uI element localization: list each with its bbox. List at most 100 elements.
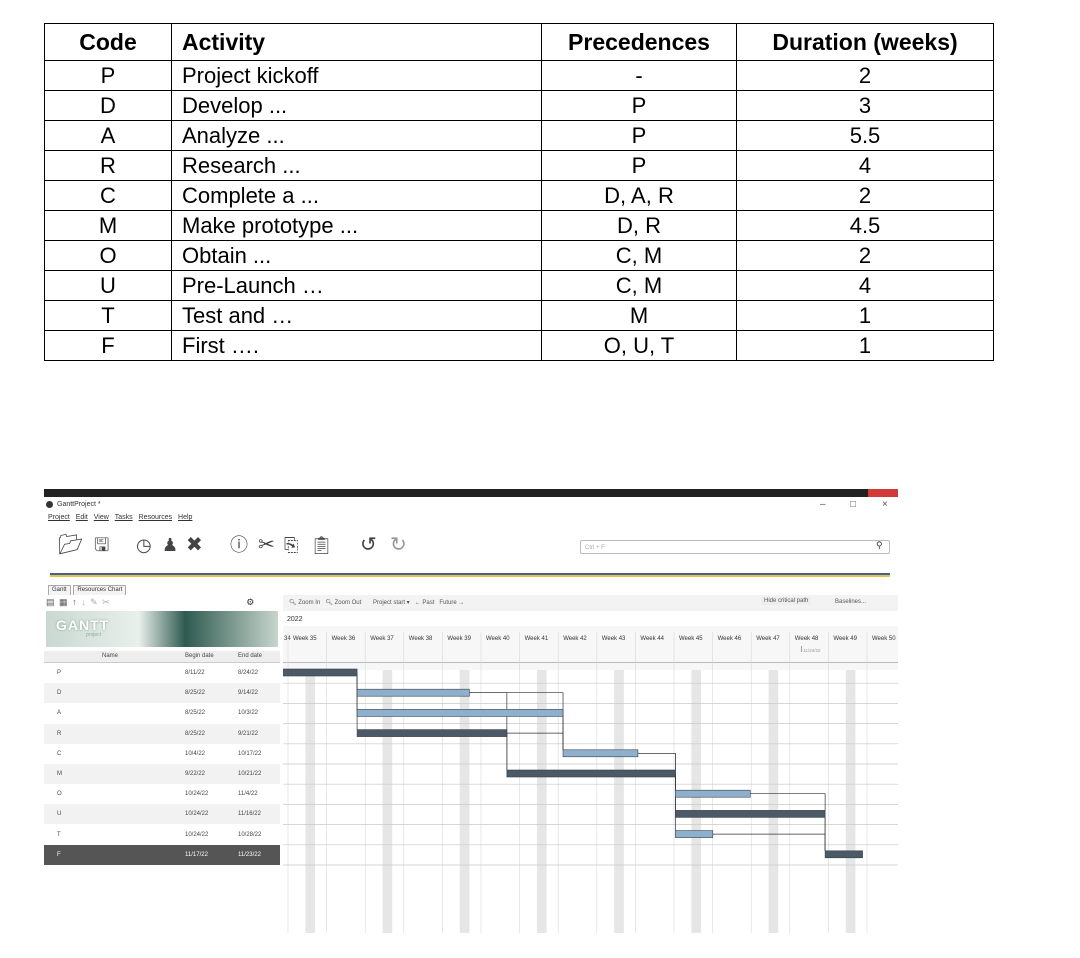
copy-icon[interactable]: ⎘ [284, 535, 299, 555]
cell-code: U [44, 270, 172, 301]
cell-code: R [44, 150, 172, 181]
cell-duration: 4 [736, 150, 994, 181]
zoom-out-icon[interactable]: 🔍︎ [325, 600, 333, 606]
task-name: R [57, 730, 62, 737]
task-row[interactable]: U 10/24/22 11/16/22 [44, 804, 280, 825]
outdent-icon[interactable]: ▦ [59, 597, 69, 607]
task-row[interactable]: A 8/25/22 10/3/22 [44, 703, 280, 723]
task-row[interactable]: D 8/25/22 9/14/22 [44, 683, 280, 704]
minimize-button[interactable]: – [820, 499, 826, 510]
chevron-down-icon[interactable]: ▾ [406, 600, 410, 606]
indent-icon[interactable]: ▤ [46, 597, 56, 607]
zoom-out-button[interactable]: Zoom Out [334, 600, 362, 606]
menu-view[interactable]: View [93, 514, 109, 521]
year-label: 2022 [287, 616, 303, 623]
task-row[interactable]: P 8/11/22 8/24/22 [44, 663, 280, 683]
task-end-date: 9/21/22 [238, 730, 259, 737]
logo-text: GANTT [56, 617, 110, 633]
gantt-chart: 34 Week 35 Week 36 Week 37 Week 38 Week 39 Wee… [283, 595, 898, 933]
task-end-date: 11/23/22 [238, 851, 261, 858]
week-label: Week 48 [795, 636, 819, 642]
week-label: Week 46 [718, 636, 742, 642]
open-folder-icon[interactable]: 📂︎ [58, 534, 84, 556]
app-icon [46, 501, 53, 508]
week-label: Week 45 [679, 636, 703, 642]
task-begin-date: 8/25/22 [185, 730, 206, 737]
menu-project[interactable]: Project [48, 514, 70, 521]
column-name[interactable]: Name [102, 653, 119, 659]
task-bar-t [675, 830, 714, 838]
week-label: Week 39 [447, 636, 471, 642]
undo-icon[interactable]: ↺ [360, 534, 377, 556]
info-icon[interactable]: ⓘ [230, 535, 248, 555]
task-row[interactable]: T 10/24/22 10/28/22 [44, 825, 280, 845]
task-begin-date: 10/24/22 [185, 811, 209, 818]
tab-resources-chart[interactable]: Resources Chart [73, 585, 127, 595]
column-end-date[interactable]: End date [238, 653, 263, 659]
delete-icon[interactable]: ✖ [186, 534, 203, 556]
cell-precedences: D, A, R [541, 180, 737, 211]
baselines-button[interactable]: Baselines... [835, 599, 867, 605]
user-icon[interactable]: ♟ [162, 535, 179, 555]
menu-resources[interactable]: Resources [138, 514, 173, 521]
project-start-button[interactable]: Project start [372, 600, 405, 606]
column-begin-date[interactable]: Begin date [185, 653, 214, 659]
cell-precedences: C, M [541, 270, 737, 301]
search-input[interactable]: Ctrl + F [580, 540, 890, 554]
task-name: U [57, 811, 62, 818]
header-precedences: Precedences [541, 23, 737, 61]
week-label: Week 38 [409, 636, 433, 642]
task-column-header: Name Begin date End date [44, 651, 280, 663]
tab-gantt[interactable]: Gantt [48, 585, 71, 595]
task-name: F [57, 851, 61, 858]
task-begin-date: 8/25/22 [185, 710, 206, 717]
cell-precedences: - [541, 60, 737, 91]
hide-critical-path-button[interactable]: Hide critical path [761, 597, 812, 605]
task-begin-date: 8/11/22 [185, 670, 205, 676]
cut-icon[interactable]: ✂ [258, 534, 275, 556]
task-row[interactable]: R 8/25/22 9/21/22 [44, 723, 280, 744]
task-end-date: 10/28/22 [238, 831, 262, 838]
cell-duration: 1 [736, 330, 994, 361]
unlink-icon[interactable]: ✂ [102, 597, 111, 607]
clock-icon[interactable]: ◷ [136, 535, 152, 555]
week-label: Week 41 [525, 636, 549, 642]
task-row[interactable]: C 10/4/22 10/17/22 [44, 744, 280, 764]
table-row: M Make prototype ... D, R 4.5 [44, 210, 994, 241]
menu-tasks[interactable]: Tasks [114, 514, 133, 521]
paste-icon[interactable]: 📋︎ [310, 535, 333, 555]
move-up-icon[interactable]: ↑ [72, 597, 78, 607]
save-icon[interactable]: 🖫 [94, 535, 110, 555]
menu-edit[interactable]: Edit [75, 514, 88, 521]
link-icon[interactable]: ✎ [90, 597, 99, 607]
move-down-icon[interactable]: ↓ [81, 597, 87, 607]
chart-toolbar: 🔍︎ Zoom In 🔍︎ Zoom Out Project start ▾ ←… [289, 599, 464, 606]
search-icon[interactable]: ⚲ [876, 540, 883, 550]
logo-subtext: project [86, 632, 102, 638]
cell-activity: Analyze ... [171, 120, 542, 151]
task-tools: ▤ ▦ ↑ ↓ ✎ ✂ ⚙ [46, 597, 255, 608]
dependency-arrow [506, 732, 564, 750]
past-button[interactable]: ← Past [414, 600, 435, 606]
maximize-button[interactable]: □ [850, 499, 857, 510]
cell-code: F [44, 330, 172, 361]
zoom-in-icon[interactable]: 🔍︎ [289, 600, 297, 606]
task-row[interactable]: F 11/17/22 11/23/22 [44, 844, 280, 865]
redo-icon[interactable]: ↻ [390, 534, 407, 556]
menu-help[interactable]: Help [178, 514, 193, 521]
gantt-window: GanttProject * – □ × Project Edit View T… [44, 489, 898, 933]
task-name: P [57, 670, 62, 676]
future-button[interactable]: Future → [439, 600, 465, 606]
week-shade [691, 663, 702, 933]
zoom-in-button[interactable]: Zoom In [298, 600, 321, 606]
window-title: GanttProject * [57, 501, 101, 508]
cell-duration: 4.5 [736, 210, 994, 241]
activity-table: Code Activity Precedences Duration (week… [44, 23, 994, 361]
task-row[interactable]: M 9/22/22 10/21/22 [44, 764, 280, 784]
task-row[interactable]: O 10/24/22 11/4/22 [44, 784, 280, 804]
close-button[interactable]: × [882, 499, 888, 510]
task-end-date: 11/16/22 [238, 811, 261, 818]
cell-duration: 2 [736, 60, 994, 91]
settings-icon[interactable]: ⚙ [246, 597, 256, 607]
